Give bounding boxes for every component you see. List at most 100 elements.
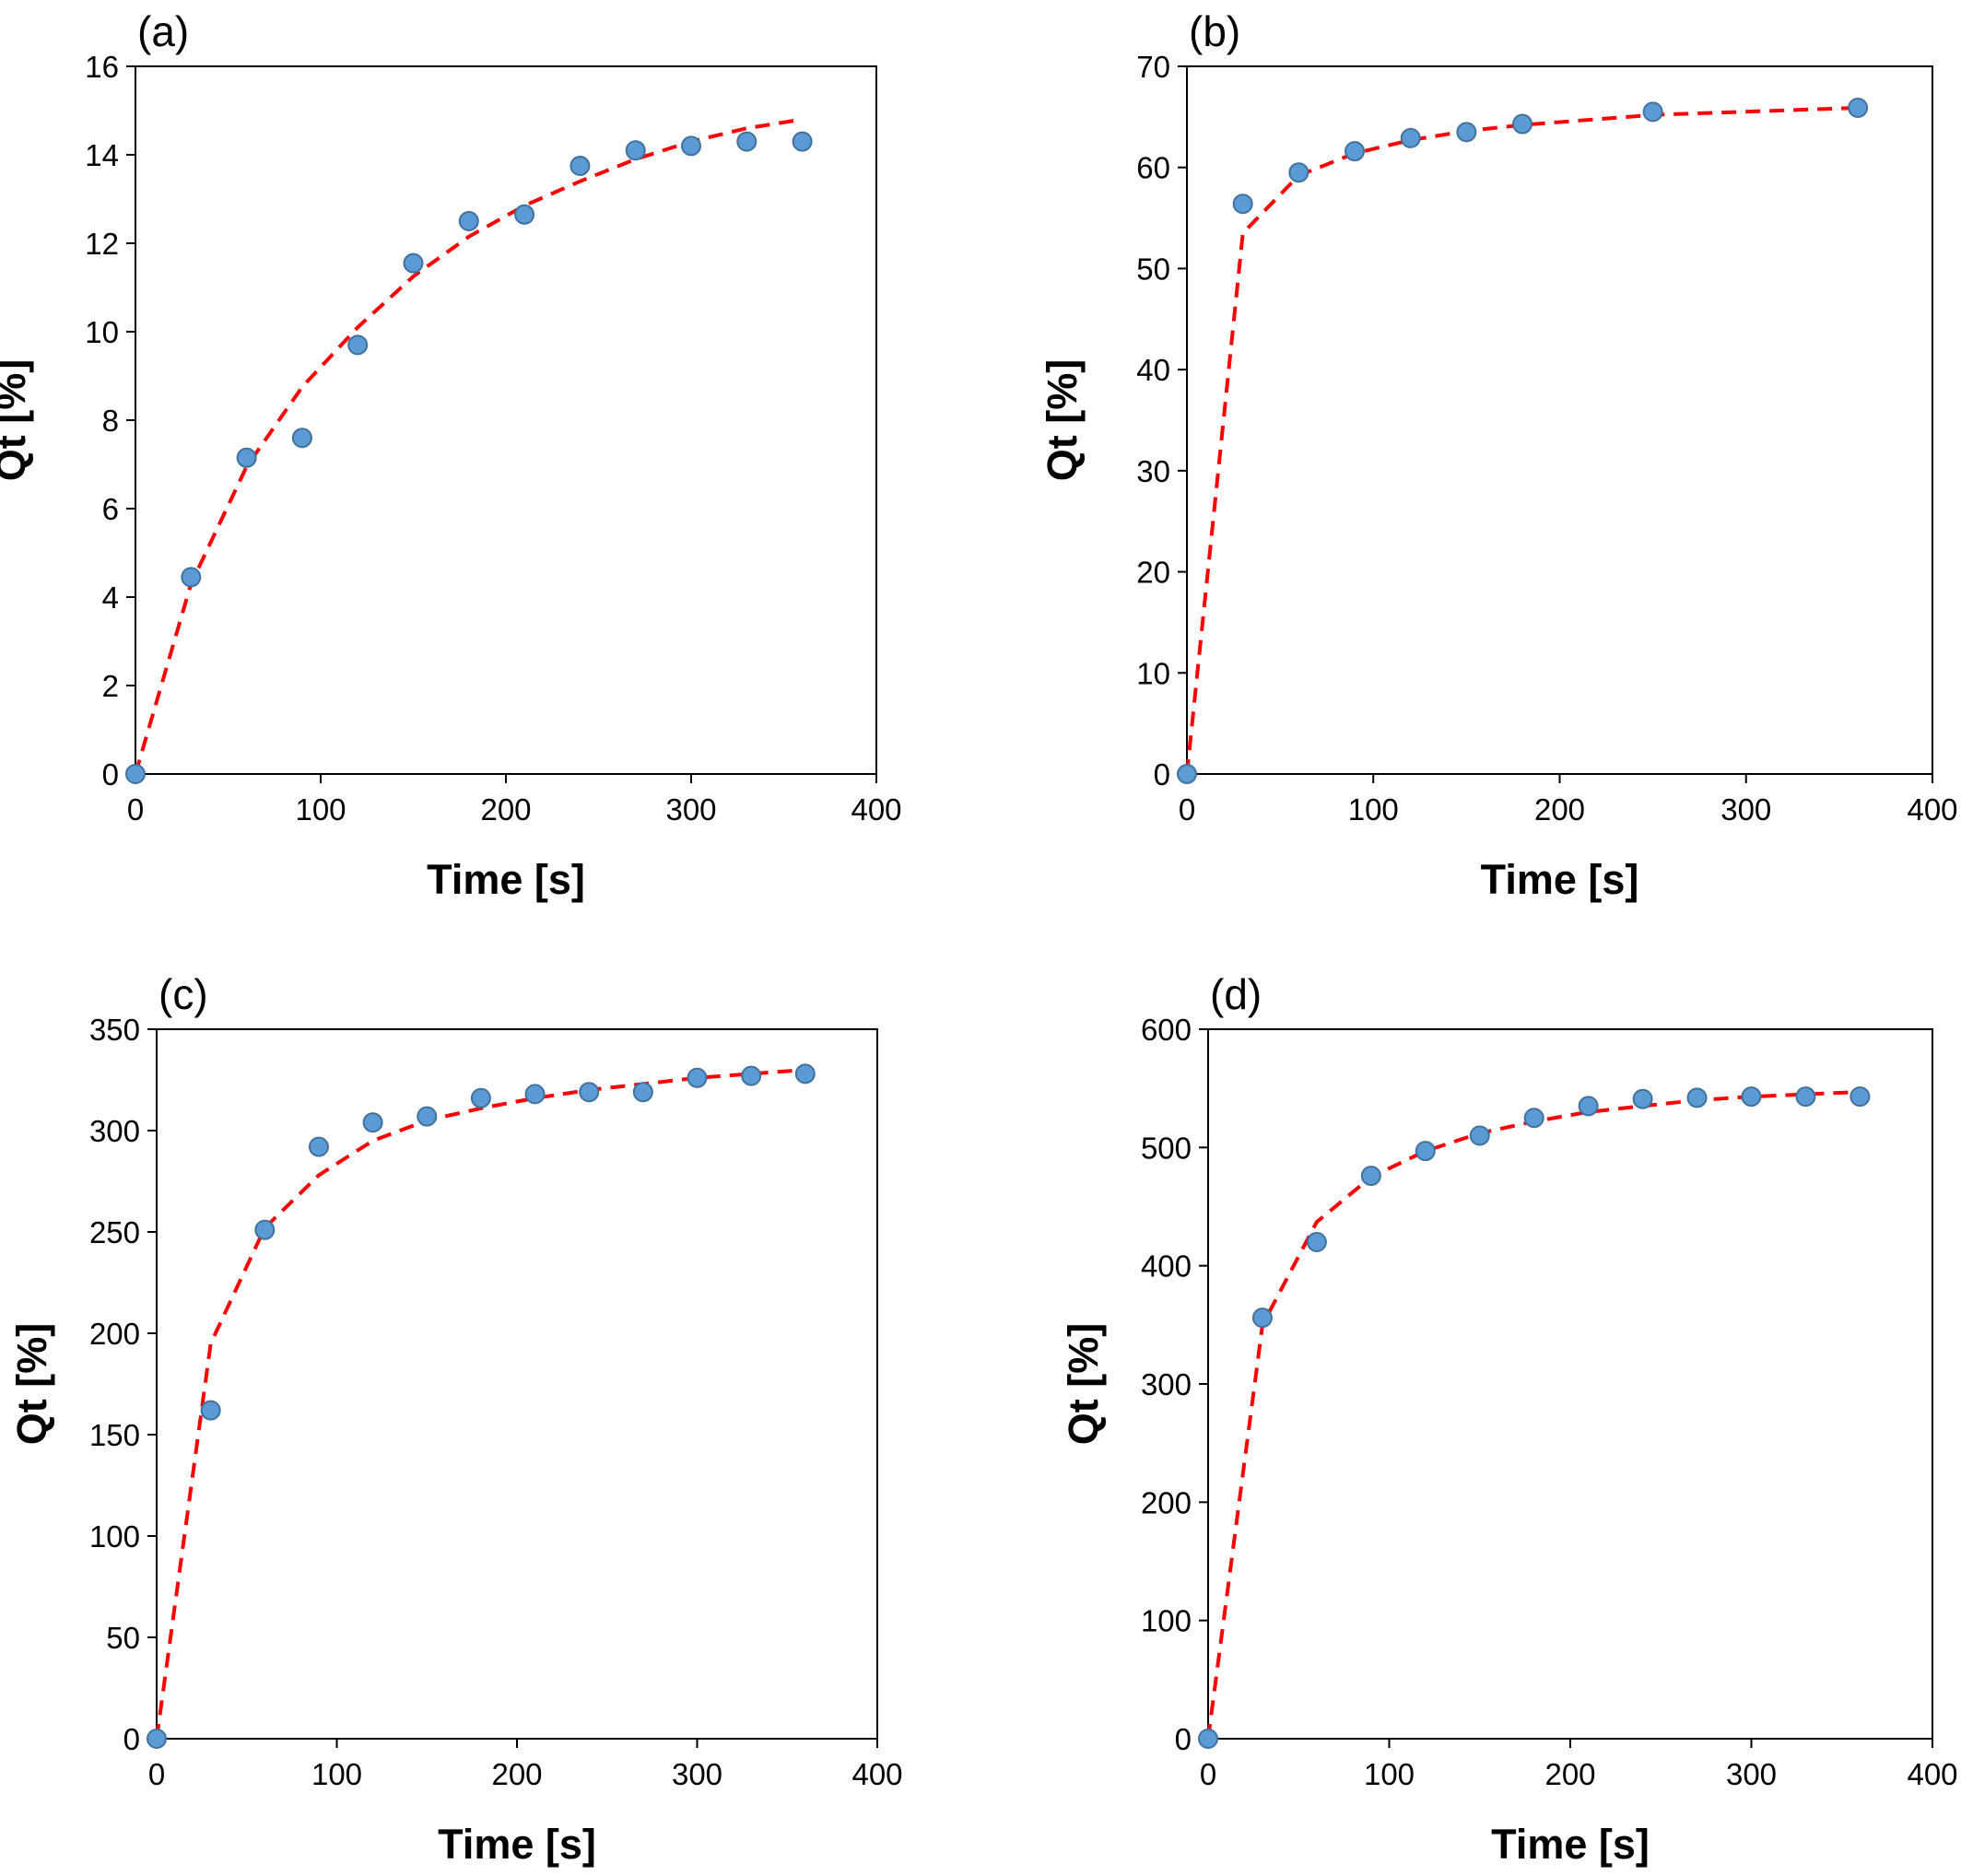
data-point <box>570 156 591 176</box>
y-tick-label: 40 <box>1136 353 1170 387</box>
y-tick-label: 100 <box>1141 1604 1192 1638</box>
data-point <box>1512 113 1533 135</box>
x-tick-label: 0 <box>1179 792 1195 827</box>
y-tick-label: 500 <box>1141 1131 1192 1165</box>
data-point <box>1306 1232 1327 1252</box>
data-point <box>1232 193 1253 215</box>
x-tick-label: 300 <box>1720 792 1771 827</box>
x-tick-label: 400 <box>1907 792 1957 827</box>
fit-line <box>155 1068 805 1740</box>
data-point <box>1632 1088 1653 1109</box>
x-tick-label: 200 <box>491 1757 542 1791</box>
x-tick-label: 400 <box>1907 1757 1957 1791</box>
data-point <box>579 1082 600 1103</box>
data-point <box>417 1106 438 1127</box>
data-point <box>236 447 257 468</box>
y-axis-title: Qt [%] <box>1039 359 1086 481</box>
y-tick-label: 16 <box>85 50 119 84</box>
data-point <box>1456 122 1477 143</box>
data-point <box>792 131 813 152</box>
y-tick-label: 0 <box>123 1722 140 1756</box>
y-tick-label: 200 <box>89 1317 140 1351</box>
y-tick-label: 100 <box>89 1519 140 1554</box>
y-tick-label: 600 <box>1141 1013 1192 1047</box>
x-tick-label: 400 <box>851 1757 902 1791</box>
data-point <box>1741 1086 1762 1108</box>
data-point <box>1686 1087 1708 1108</box>
x-axis-title: Time [s] <box>427 856 585 903</box>
y-tick-label: 70 <box>1136 50 1170 84</box>
data-point <box>514 204 535 225</box>
data-point <box>524 1084 546 1105</box>
data-point <box>1469 1125 1490 1146</box>
data-point <box>1345 141 1366 162</box>
data-point <box>125 764 146 784</box>
y-tick-label: 50 <box>106 1621 140 1655</box>
panel-label: (d) <box>1210 970 1262 1018</box>
x-tick-label: 100 <box>1364 1757 1415 1791</box>
data-point <box>1415 1141 1436 1162</box>
data-point <box>794 1063 816 1085</box>
chart-panel-1: 0 2 4 6 8 10 12 14 16 0 100 200 300 400 Time [s] Qt [%]… <box>0 7 902 903</box>
y-tick-label: 12 <box>85 227 119 261</box>
y-axis-title: Qt [%] <box>1060 1323 1107 1445</box>
chart-panel-3: 0 50 100 150 200 250 300 350 0 100 200 300 400 Time [… <box>8 970 903 1868</box>
data-point <box>1360 1166 1381 1187</box>
x-tick-label: 300 <box>672 1757 722 1791</box>
y-tick-label: 200 <box>1141 1485 1192 1519</box>
data-point <box>254 1219 276 1240</box>
y-tick-label: 0 <box>102 757 119 791</box>
data-point <box>1198 1729 1218 1749</box>
y-tick-label: 0 <box>1154 757 1170 791</box>
y-tick-label: 0 <box>1175 1722 1192 1756</box>
plot-area-frame <box>156 1028 878 1740</box>
x-tick-label: 200 <box>1544 1757 1595 1791</box>
x-axis-title: Time [s] <box>1491 1821 1650 1868</box>
y-tick-label: 60 <box>1136 151 1170 185</box>
y-tick-label: 6 <box>102 492 119 526</box>
data-point <box>687 1067 708 1088</box>
data-point <box>458 211 479 231</box>
data-point <box>181 567 202 588</box>
y-tick-label: 30 <box>1136 454 1170 488</box>
data-point <box>200 1400 221 1421</box>
y-tick-label: 14 <box>85 138 119 172</box>
x-tick-label: 300 <box>1726 1757 1777 1791</box>
x-tick-label: 0 <box>127 792 144 827</box>
panel-label: (c) <box>159 970 208 1018</box>
y-tick-label: 250 <box>89 1215 140 1249</box>
y-tick-label: 400 <box>1141 1249 1192 1284</box>
x-tick-label: 0 <box>148 1757 165 1791</box>
data-point <box>1177 764 1197 784</box>
panel-label: (a) <box>137 7 189 55</box>
y-axis-title: Qt [%] <box>0 359 34 481</box>
data-point <box>1400 127 1421 148</box>
plot-area-frame <box>1207 1028 1933 1740</box>
x-axis-title: Time [s] <box>438 1821 596 1868</box>
data-point <box>1578 1096 1599 1117</box>
data-point <box>681 135 701 157</box>
y-tick-label: 300 <box>89 1114 140 1148</box>
data-point <box>347 334 369 356</box>
x-tick-label: 300 <box>665 792 716 827</box>
plot-area-frame <box>135 65 877 775</box>
data-point <box>625 140 646 161</box>
data-point <box>1849 1086 1871 1108</box>
data-point <box>1251 1307 1273 1329</box>
y-tick-label: 10 <box>1136 656 1170 690</box>
data-point <box>403 252 424 274</box>
data-point <box>1523 1108 1544 1129</box>
x-axis-title: Time [s] <box>1481 856 1639 903</box>
x-tick-label: 100 <box>311 1757 362 1791</box>
x-tick-label: 400 <box>851 792 901 827</box>
panel-label: (b) <box>1189 7 1240 55</box>
data-point <box>1642 101 1663 123</box>
y-tick-label: 350 <box>89 1013 140 1047</box>
y-tick-label: 150 <box>89 1418 140 1452</box>
y-tick-label: 10 <box>85 315 119 349</box>
y-tick-label: 8 <box>102 404 119 438</box>
y-tick-label: 4 <box>102 580 119 615</box>
y-tick-label: 2 <box>102 669 119 703</box>
x-tick-label: 0 <box>1200 1757 1216 1791</box>
fit-line <box>1206 1090 1861 1740</box>
